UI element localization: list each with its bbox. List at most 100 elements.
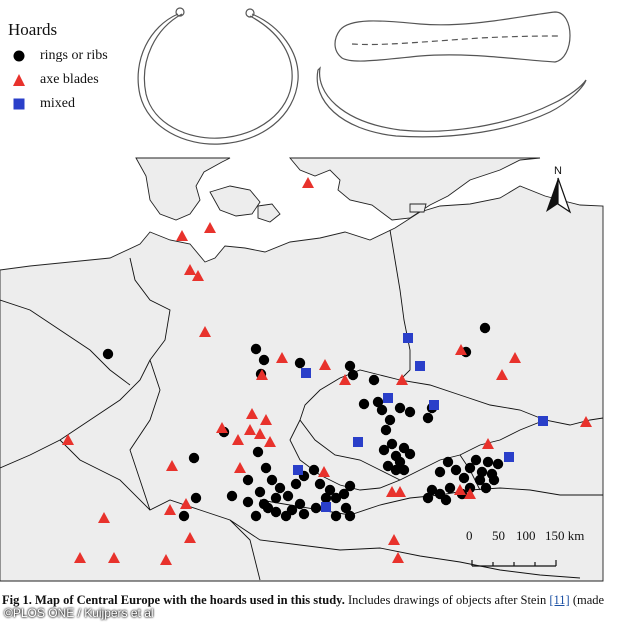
legend-label-axes: axe blades xyxy=(40,72,99,87)
ring-hoard-marker xyxy=(347,369,359,381)
mixed-hoard-marker xyxy=(403,333,413,343)
legend-title: Hoards xyxy=(8,20,58,39)
axe-hoard-marker xyxy=(160,554,172,565)
legend-item-rings: rings or ribs xyxy=(8,44,148,68)
ring-hoard-marker xyxy=(450,464,462,476)
axe-hoard-marker xyxy=(580,416,592,427)
ring-hoard-marker xyxy=(280,510,292,522)
north-label: N xyxy=(554,165,562,177)
ring-hoard-marker xyxy=(102,348,114,360)
axe-hoard-marker xyxy=(180,498,192,509)
axe-hoard-marker xyxy=(184,264,196,275)
ring-hoard-marker xyxy=(338,488,350,500)
ring-hoard-marker xyxy=(344,510,356,522)
ring-hoard-marker xyxy=(384,414,396,426)
axe-hoard-marker xyxy=(166,460,178,471)
mixed-hoard-marker xyxy=(429,400,439,410)
figure-caption: Fig 1. Map of Central Europe with the ho… xyxy=(2,592,632,608)
ring-hoard-marker xyxy=(190,492,202,504)
ring-hoard-marker xyxy=(344,360,356,372)
ring-hoard-marker xyxy=(294,498,306,510)
mixed-markers xyxy=(293,333,548,512)
axe-markers xyxy=(62,177,592,565)
ring-hoard-marker xyxy=(340,502,352,514)
ring-hoard-marker xyxy=(188,452,200,464)
mixed-hoard-marker xyxy=(321,502,331,512)
watermark: ©PLOS ONE / Kuijpers et al xyxy=(4,606,154,620)
axe-hoard-marker xyxy=(260,414,272,425)
ring-hoard-marker xyxy=(404,406,416,418)
axe-hoard-marker xyxy=(199,326,211,337)
axe-hoard-marker xyxy=(454,484,466,495)
axe-hoard-marker xyxy=(256,369,268,380)
mixed-hoard-marker xyxy=(301,368,311,378)
object-drawings xyxy=(137,7,587,145)
ring-hoard-marker xyxy=(250,343,262,355)
axe-hoard-marker xyxy=(232,434,244,445)
mixed-hoard-marker xyxy=(293,465,303,475)
axe-hoard-marker xyxy=(74,552,86,563)
legend-item-axes: axe blades xyxy=(8,68,148,92)
axe-hoard-marker xyxy=(496,369,508,380)
ring-markers xyxy=(102,322,504,522)
ring-hoard-marker xyxy=(482,456,494,468)
caption-reference-link[interactable]: [11] xyxy=(549,593,570,607)
ring-hoard-marker xyxy=(480,482,492,494)
ring-hoard-marker xyxy=(488,474,500,486)
axe-hoard-marker xyxy=(108,552,120,563)
scale-label-0: 0 xyxy=(466,528,473,543)
ring-hoard-marker xyxy=(378,444,390,456)
axe-hoard-marker xyxy=(339,374,351,385)
north-arrow: N xyxy=(546,165,572,214)
ring-hoard-marker xyxy=(476,466,488,478)
ring-hoard-marker xyxy=(372,396,384,408)
ring-hoard-marker xyxy=(308,464,320,476)
axe-hoard-marker xyxy=(318,466,330,477)
ring-hoard-marker xyxy=(226,490,238,502)
ring-drawing xyxy=(137,13,299,145)
scale-label-150: 150 km xyxy=(545,528,585,543)
scale-label-100: 100 xyxy=(516,528,536,543)
axe-hoard-marker xyxy=(455,344,467,355)
caption-tail: (made xyxy=(569,593,605,607)
ring-hoard-marker xyxy=(382,460,394,472)
ring-hoard-marker xyxy=(422,412,434,424)
scale-label-50: 50 xyxy=(492,528,505,543)
ring-hoard-marker xyxy=(404,448,416,460)
legend-label-rings: rings or ribs xyxy=(40,48,108,63)
ring-hoard-marker xyxy=(274,482,286,494)
ring-hoard-marker xyxy=(262,502,274,514)
ring-hoard-marker xyxy=(344,480,356,492)
axe-hoard-marker xyxy=(396,374,408,385)
ring-hoard-marker xyxy=(422,492,434,504)
mixed-hoard-marker xyxy=(383,393,393,403)
axe-hoard-marker xyxy=(392,552,404,563)
triangle-icon xyxy=(8,73,30,87)
axe-hoard-marker xyxy=(394,486,406,497)
axe-hoard-marker xyxy=(244,424,256,435)
ring-hoard-marker xyxy=(258,354,270,366)
caption-bold: Fig 1. Map of Central Europe with the ho… xyxy=(2,593,345,607)
scandinavia xyxy=(289,157,541,221)
ring-hoard-marker xyxy=(266,474,278,486)
axe-hoard-marker xyxy=(98,512,110,523)
ring-hoard-marker xyxy=(464,462,476,474)
mixed-hoard-marker xyxy=(504,452,514,462)
axe-hoard-marker xyxy=(204,222,216,233)
ring-hoard-marker xyxy=(380,424,392,436)
ring-hoard-marker xyxy=(270,492,282,504)
axe-hoard-marker xyxy=(264,436,276,447)
ring-hoard-marker xyxy=(479,322,491,334)
axe-hoard-marker xyxy=(464,488,476,499)
axe-hoard-marker xyxy=(62,434,74,445)
rib-drawing xyxy=(316,66,587,138)
axe-hoard-marker xyxy=(319,359,331,370)
square-icon xyxy=(8,97,30,111)
axe-hoard-marker xyxy=(164,504,176,515)
ring-hoard-marker xyxy=(444,482,456,494)
legend-label-mixed: mixed xyxy=(40,96,75,111)
ring-hoard-marker xyxy=(440,494,452,506)
caption-text: Includes drawings of objects after Stein xyxy=(344,593,550,607)
ring-hoard-marker xyxy=(260,462,272,474)
